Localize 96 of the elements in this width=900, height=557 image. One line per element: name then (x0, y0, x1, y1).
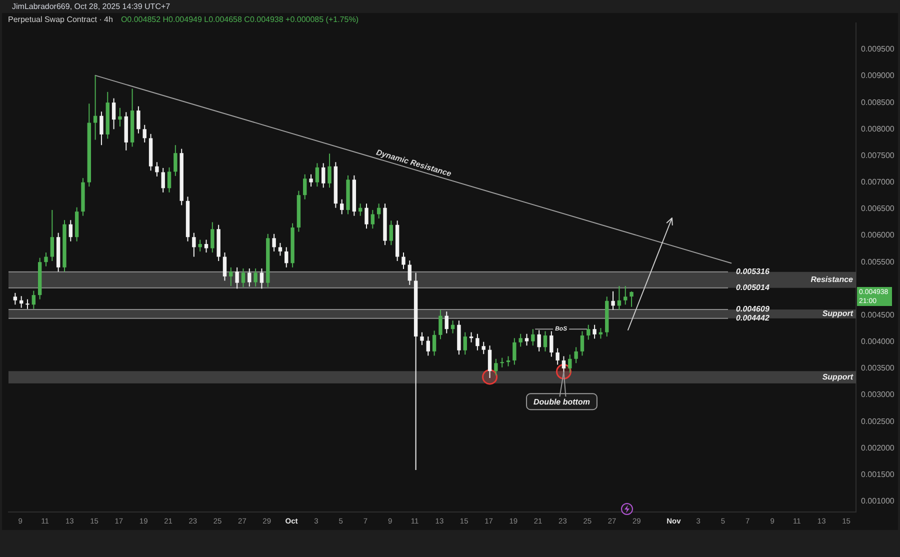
candlestick (592, 324, 596, 340)
candlestick (229, 266, 233, 287)
candlestick (494, 358, 498, 376)
candlestick (624, 286, 628, 306)
candlestick (322, 162, 326, 188)
candlestick (50, 209, 54, 262)
candlestick (512, 338, 516, 366)
candlestick (241, 268, 246, 288)
candlestick (272, 233, 276, 252)
candlestick (100, 111, 104, 146)
candlestick (488, 345, 492, 378)
candlestick (155, 162, 159, 177)
candlestick (524, 333, 529, 346)
candlestick (537, 330, 541, 352)
candlestick (13, 292, 18, 306)
annotation: Double bottom (534, 397, 590, 406)
y-tick-label: 0.008500 (861, 98, 895, 107)
candlestick (426, 336, 430, 356)
y-tick-label: 0.008000 (861, 124, 895, 134)
candlestick (556, 348, 560, 366)
candlestick (444, 311, 448, 334)
candlestick (482, 341, 486, 355)
candlestick (389, 220, 394, 246)
y-tick-label: 0.003500 (861, 364, 895, 373)
candlestick (32, 290, 36, 310)
candlestick (420, 332, 424, 346)
text: JimLabrador669, Oct 28, 2025 14:39 UTC+7 (12, 2, 170, 12)
candlestick (370, 209, 375, 230)
candlestick (328, 153, 332, 188)
candlestick (222, 252, 227, 282)
candlestick (112, 98, 116, 130)
candlestick (408, 260, 412, 286)
candlestick (303, 174, 307, 200)
ref-line-label: 0.004609 (736, 304, 770, 314)
candlestick (340, 198, 344, 215)
y-tick-label: 0.003000 (861, 390, 895, 400)
y-tick-label: 0.007000 (861, 178, 895, 187)
candlestick (630, 290, 634, 308)
ref-line-label: 0.004442 (736, 314, 770, 323)
chart-subtitle: O0.004852 H0.004949 L0.004658 C0.004938 +0.000085 (+1.75%) (120, 15, 358, 24)
candlestick (167, 166, 172, 193)
y-tick-label: 0.004000 (861, 337, 895, 346)
candlestick (611, 290, 615, 310)
candlestick (161, 167, 165, 193)
candlestick (68, 220, 72, 242)
band-label: Support (822, 309, 854, 318)
candlestick (315, 162, 320, 188)
y-tick-label: 0.009000 (861, 71, 895, 80)
y-tick-label: 0.002500 (861, 416, 895, 426)
candlestick (463, 332, 467, 356)
y-tick-label: 0.001500 (861, 470, 895, 479)
candlestick (432, 330, 436, 356)
candlestick (309, 174, 313, 188)
candlestick (260, 268, 264, 290)
candlestick (174, 144, 178, 176)
candlestick (93, 74, 98, 140)
candlestick (192, 232, 196, 258)
candlestick (204, 239, 208, 254)
y-tick-label: 0.005500 (861, 257, 895, 266)
candlestick (44, 252, 48, 267)
band-label: Support (822, 372, 854, 382)
candlestick (598, 328, 603, 340)
band-label: Resistance (810, 275, 854, 284)
candlestick (198, 239, 202, 252)
chart-title: Perpetual Swap Contract · 4h (8, 15, 113, 24)
candlestick (438, 309, 442, 340)
candlestick (26, 298, 30, 310)
candlestick (580, 330, 584, 356)
y-tick-label: 0.009500 (861, 44, 895, 54)
candlestick (550, 330, 554, 358)
y-tick-label: 0.001000 (861, 496, 895, 506)
candlestick (568, 354, 572, 374)
y-tick-label: 0.004500 (861, 310, 895, 320)
candlestick (278, 242, 282, 256)
y-tick-label: 0.002000 (861, 443, 895, 452)
candlestick (531, 328, 535, 346)
y-tick-label: 0.007500 (861, 150, 895, 160)
candlestick (518, 333, 522, 348)
candlestick (254, 268, 258, 288)
candlestick (364, 203, 368, 230)
y-tick-label: 0.006000 (861, 230, 895, 240)
candlestick (543, 330, 548, 352)
candlestick (235, 266, 239, 290)
candlestick (586, 324, 590, 340)
candlestick (284, 246, 288, 268)
candlestick (476, 333, 480, 351)
candlestick (248, 268, 252, 288)
candlestick (142, 124, 146, 143)
candlestick (136, 106, 140, 134)
candlestick (574, 346, 578, 364)
candlestick (118, 107, 122, 127)
ref-line-label: 0.005316 (736, 267, 770, 276)
candlestick (210, 222, 214, 254)
candlestick (402, 252, 406, 270)
y-tick-label: 0.006500 (861, 204, 895, 214)
ref-line-label: 0.005014 (736, 283, 770, 292)
